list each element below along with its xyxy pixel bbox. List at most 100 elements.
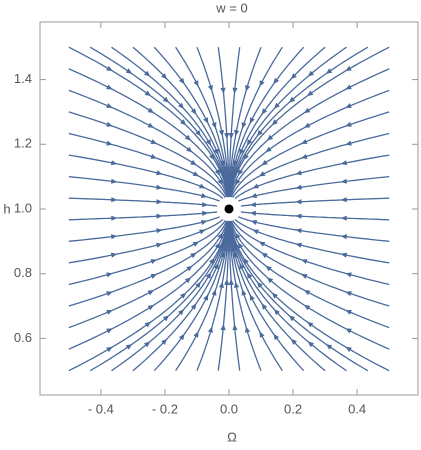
stream-arrow	[214, 242, 220, 249]
stream-arrow	[261, 159, 268, 166]
stream-arrow	[150, 259, 157, 264]
stream-arrow	[301, 274, 308, 279]
stream-arrow	[265, 265, 272, 272]
stream-arrow	[106, 84, 113, 90]
streamline	[68, 220, 229, 350]
stream-arrow	[261, 108, 268, 115]
stream-arrow	[345, 310, 352, 315]
x-tick-label: 0.4	[348, 401, 366, 416]
stream-arrow	[150, 154, 157, 159]
stream-arrow	[217, 232, 223, 239]
stream-arrow	[180, 292, 187, 299]
stream-arrow	[219, 251, 225, 258]
fixed-point	[224, 204, 234, 214]
x-tick-label: - 0.2	[152, 401, 178, 416]
stream-arrow	[219, 160, 225, 167]
streamline	[68, 220, 228, 307]
stream-arrow	[217, 179, 223, 186]
stream-arrow	[106, 103, 113, 108]
stream-arrow	[207, 85, 213, 92]
streamline	[68, 218, 224, 264]
stream-arrow	[234, 281, 240, 288]
stream-arrow	[106, 346, 113, 353]
x-axis-label: Ω	[227, 429, 237, 444]
streamline	[68, 197, 218, 207]
y-tick-label: 1.0	[14, 200, 32, 215]
streamline	[68, 132, 226, 198]
stream-arrow	[345, 84, 352, 90]
stream-arrow	[214, 169, 220, 176]
stream-arrow	[307, 341, 314, 348]
stream-arrow	[144, 321, 151, 328]
stream-arrow	[202, 202, 209, 208]
stream-arrow	[203, 117, 209, 124]
streamline	[240, 197, 390, 207]
stream-arrow	[156, 170, 163, 176]
stream-arrow	[106, 328, 113, 334]
stream-arrow	[211, 122, 217, 129]
stream-arrow	[295, 184, 302, 190]
stream-arrow	[295, 242, 302, 248]
stream-arrow	[345, 140, 352, 146]
stream-arrow	[345, 346, 352, 353]
stream-arrow	[192, 171, 200, 177]
streamline	[68, 68, 229, 198]
stream-arrow	[340, 234, 347, 240]
stream-arrow	[252, 229, 259, 235]
stream-arrow	[213, 262, 219, 270]
stream-arrow	[303, 107, 311, 114]
stream-arrow	[261, 252, 268, 259]
streamline	[230, 111, 390, 198]
streamline	[229, 46, 390, 197]
stream-arrow	[259, 331, 265, 338]
stream-arrow	[345, 272, 352, 278]
streamline	[68, 220, 229, 372]
stream-arrow	[239, 262, 245, 270]
stream-arrow	[249, 294, 255, 301]
stream-arrow	[178, 102, 184, 109]
stream-arrow	[261, 303, 268, 310]
stream-arrow	[273, 77, 280, 85]
stream-arrow	[340, 252, 348, 258]
streamline	[68, 154, 224, 200]
stream-arrow	[205, 139, 212, 146]
stream-arrow	[111, 178, 118, 184]
stream-arrow	[340, 178, 347, 184]
stream-arrow	[111, 234, 118, 240]
stream-arrow	[274, 309, 280, 316]
stream-arrow	[340, 160, 348, 166]
streamline	[230, 220, 390, 329]
stream-arrow	[232, 87, 238, 94]
stream-arrow	[249, 210, 256, 216]
streamline	[229, 68, 390, 198]
stream-arrow	[224, 278, 230, 285]
streamline	[229, 220, 390, 350]
streamline	[68, 46, 229, 197]
stream-arrow	[207, 326, 213, 333]
stream-arrow	[228, 278, 234, 285]
stream-arrow	[288, 96, 296, 103]
streamline	[234, 154, 390, 200]
stream-arrow	[241, 122, 247, 129]
stream-arrow	[111, 197, 118, 203]
x-tick-label: - 0.4	[88, 401, 114, 416]
stream-arrow	[218, 281, 224, 288]
stream-arrow	[147, 122, 155, 128]
stream-arrow	[110, 252, 118, 258]
streamline	[229, 220, 390, 372]
stream-arrow	[111, 215, 118, 221]
streamline	[230, 89, 390, 198]
stream-arrow	[147, 304, 155, 311]
stream-arrow	[220, 87, 226, 94]
stream-arrow	[125, 68, 133, 74]
stream-arrow	[345, 291, 352, 297]
stream-arrow	[220, 324, 226, 331]
stream-arrow	[213, 148, 219, 156]
streamline	[68, 216, 220, 242]
stream-arrow	[106, 65, 113, 72]
stream-arrow	[250, 193, 258, 198]
stream-arrow	[303, 122, 311, 128]
streamline	[232, 220, 390, 286]
stream-arrow	[235, 232, 241, 239]
stream-arrow	[147, 107, 155, 114]
